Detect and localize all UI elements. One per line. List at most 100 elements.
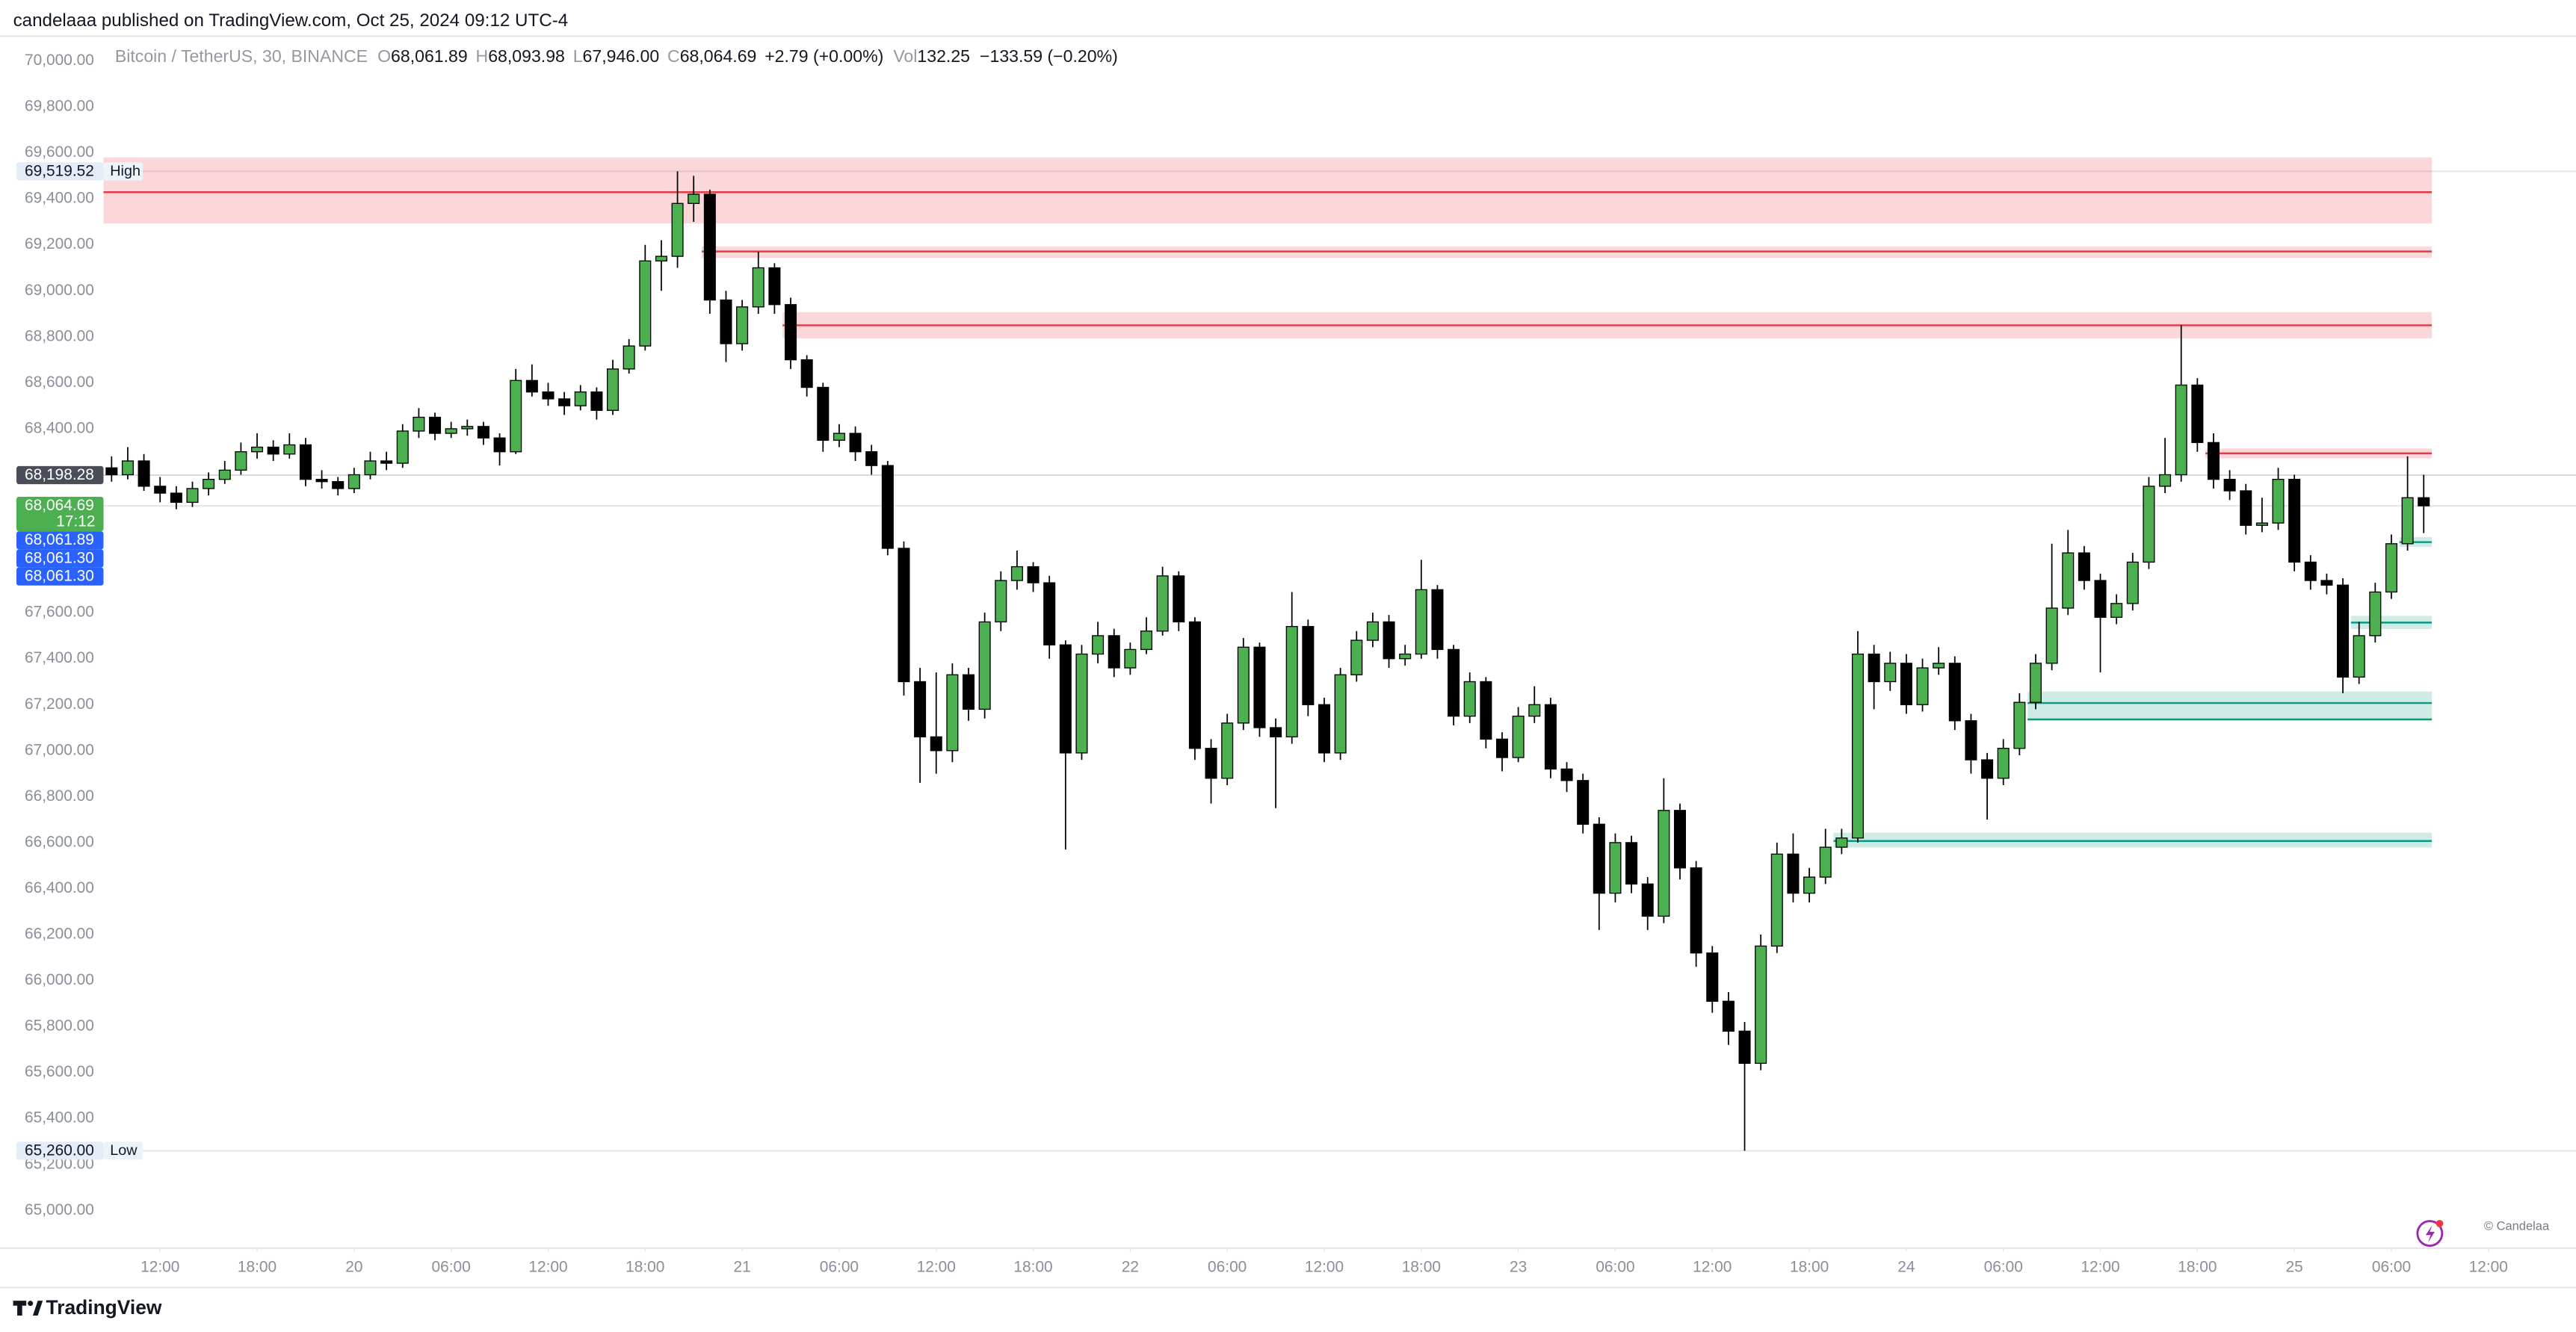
candle-body <box>1900 663 1912 705</box>
x-tick-label: 21 <box>733 1259 750 1276</box>
candle-body <box>1495 738 1509 758</box>
legend-value: 68,093.98 <box>488 46 565 66</box>
candle-body <box>2062 552 2075 609</box>
lightning-icon <box>2416 1220 2444 1247</box>
candle-body <box>720 299 732 344</box>
watermark: © Candelaa <box>2484 1220 2550 1233</box>
candle-body <box>2337 584 2350 678</box>
price-label: 68,198.28 <box>25 466 94 483</box>
candle-body <box>671 202 684 257</box>
price-label-bg <box>16 497 104 532</box>
price-label: 68,061.30 <box>25 568 94 585</box>
price-tag-bg <box>103 1142 143 1160</box>
candle-body <box>1690 867 1702 954</box>
candle-body <box>639 260 652 347</box>
candle-body <box>785 304 797 361</box>
candle-body <box>1140 631 1153 651</box>
legend-value: 67,946.00 <box>583 46 660 66</box>
zones <box>103 157 2433 848</box>
candle-body <box>2013 701 2026 749</box>
candle-body <box>1916 667 1929 705</box>
x-tick-label: 18:00 <box>2178 1259 2217 1276</box>
x-tick-label: 06:00 <box>1208 1259 1247 1276</box>
candle-body <box>510 380 522 453</box>
candle-body <box>849 433 862 453</box>
x-tick-label: 25 <box>2286 1259 2303 1276</box>
y-tick-label: 65,600.00 <box>25 1063 94 1080</box>
candle-body <box>1173 575 1185 623</box>
price-label-bg <box>16 1142 104 1160</box>
candle-body <box>1285 625 1298 737</box>
candle-body <box>1318 704 1331 754</box>
candle-body <box>2288 478 2301 563</box>
candle-body <box>1868 653 1880 683</box>
candle-body <box>1706 952 1719 1002</box>
candle-body <box>978 621 991 710</box>
candle-body <box>1609 842 1622 894</box>
y-tick-label: 66,600.00 <box>25 833 94 850</box>
brand-logo <box>13 1301 43 1316</box>
candle-body <box>800 359 813 388</box>
y-tick-label: 69,600.00 <box>25 143 94 161</box>
candle-body <box>542 391 555 400</box>
candle-body <box>525 380 538 393</box>
candle-body <box>1803 876 1816 894</box>
candle-body <box>203 478 215 489</box>
candle-body <box>703 193 716 301</box>
candle-body <box>2159 474 2172 487</box>
price-label: 68,064.69 <box>25 497 94 514</box>
candle-body <box>946 674 959 752</box>
y-tick-label: 69,800.00 <box>25 98 94 115</box>
legend-key: C <box>667 46 680 66</box>
candle-body <box>1577 780 1590 825</box>
y-tick-label: 65,400.00 <box>25 1109 94 1127</box>
x-tick-label: 18:00 <box>1013 1259 1052 1276</box>
x-tick-label: 24 <box>1897 1259 1915 1276</box>
candle-body <box>1399 653 1412 660</box>
x-tick-label: 18:00 <box>1402 1259 1441 1276</box>
zone <box>2027 691 2433 722</box>
price-label-bg <box>16 567 104 586</box>
price-label: 69,519.52 <box>25 162 94 179</box>
candle-body <box>1043 582 1056 645</box>
legend-key: H <box>476 46 489 66</box>
candle-body <box>1350 639 1363 675</box>
legend-value: 68,061.89 <box>391 46 468 66</box>
candle-body <box>299 444 312 480</box>
legend-value: 132.25 <box>917 46 970 66</box>
x-tick-label: 06:00 <box>820 1259 859 1276</box>
candle-body <box>170 492 182 504</box>
candle-body <box>348 474 360 489</box>
candle-body <box>1463 681 1476 717</box>
candle-body <box>1448 648 1460 717</box>
legend: Bitcoin / TetherUS, 30, BINANCE O68,061.… <box>115 46 1118 66</box>
candles <box>105 171 2430 1151</box>
x-tick-label: 22 <box>1122 1259 1139 1276</box>
candle-body <box>865 451 878 466</box>
y-tick-label: 66,000.00 <box>25 971 94 988</box>
candle-body <box>121 460 134 476</box>
candle-body <box>2353 635 2365 678</box>
price-label-bg <box>16 531 104 550</box>
candle-body <box>1933 663 1945 669</box>
candle-body <box>2401 497 2414 545</box>
price-label: 68,061.89 <box>25 531 94 548</box>
publish-header: candelaaa published on TradingView.com, … <box>13 10 569 31</box>
candle-body <box>445 428 457 434</box>
y-tick-label: 67,200.00 <box>25 696 94 713</box>
candle-body <box>1334 674 1347 754</box>
candle-body <box>2207 442 2220 480</box>
candle-body <box>995 580 1007 623</box>
candle-body <box>2369 591 2382 636</box>
candle-body <box>2029 663 2042 703</box>
candle-body <box>315 478 328 483</box>
candle-body <box>2045 607 2058 664</box>
candle-body <box>607 368 620 411</box>
candle-body <box>574 391 587 406</box>
candle-body <box>2191 384 2204 444</box>
candle-body <box>1366 621 1379 641</box>
candle-body <box>1156 575 1169 632</box>
price-labels: 69,519.52 High68,198.2868,064.6917:1268,0… <box>16 162 143 1160</box>
candle-body <box>1205 748 1217 779</box>
candle-body <box>429 416 442 434</box>
